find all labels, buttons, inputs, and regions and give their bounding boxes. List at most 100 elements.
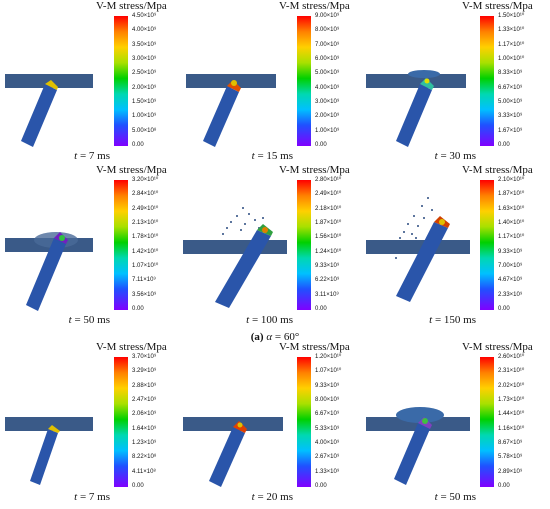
colorbar (114, 357, 128, 487)
colorbar-tick: 1.17×10¹⁰ (498, 234, 525, 241)
colorbar-ticks: 2.80×10¹⁰ 2.49×10¹⁰ 2.18×10¹⁰ 1.87×10¹⁰ … (315, 177, 367, 313)
colorbar-tick: 2.13×10¹⁰ (132, 219, 159, 226)
colorbar-ticks: 3.70×10⁹ 3.29×10⁹ 2.88×10⁹ 2.47×10⁹ 2.06… (132, 354, 184, 490)
colorbar (297, 180, 311, 310)
panel-1: V-M stress/Mpa 4.50×10⁹ 4.00×10⁹ 3.50×10… (0, 0, 183, 168)
colorbar-tick: 2.33×10⁹ (498, 291, 523, 298)
colorbar-tick: 8.67×10⁹ (498, 439, 523, 446)
colorbar-tick: 2.49×10¹⁰ (132, 205, 159, 212)
colorbar (480, 16, 494, 146)
panel-3: V-M stress/Mpa 1.50×10¹⁰ 1.33×10¹⁰ 1.17×… (366, 0, 549, 168)
colorbar-tick: 0.00 (315, 305, 327, 312)
colorbar-tick: 7.11×10⁹ (132, 277, 156, 284)
colorbar-tick: 4.00×10⁹ (315, 84, 340, 91)
figure-caption: (a) α = 60° (250, 331, 300, 343)
colorbar-tick: 3.11×10⁹ (315, 291, 339, 298)
colorbar (114, 16, 128, 146)
colorbar-tick: 4.50×10⁹ (132, 13, 157, 19)
colorbar-title: V-M stress/Mpa (279, 341, 350, 353)
colorbar-tick: 2.47×10⁹ (132, 396, 157, 403)
colorbar-tick: 1.40×10¹⁰ (498, 219, 525, 226)
simulation-image (5, 232, 93, 311)
colorbar-tick: 0.00 (498, 141, 510, 148)
colorbar-tick: 2.88×10⁹ (132, 382, 157, 389)
colorbar-ticks: 2.60×10¹⁰ 2.31×10¹⁰ 2.02×10¹⁰ 1.73×10¹⁰ … (498, 354, 550, 490)
colorbar-ticks: 3.20×10¹⁰ 2.84×10¹⁰ 2.49×10¹⁰ 2.13×10¹⁰ … (132, 177, 184, 313)
time-label: t = 7 ms (74, 150, 110, 162)
colorbar-title: V-M stress/Mpa (462, 164, 533, 176)
colorbar-title: V-M stress/Mpa (96, 341, 167, 353)
colorbar-tick: 0.00 (132, 141, 144, 148)
colorbar-ticks: 9.00×10⁹ 8.00×10⁹ 7.00×10⁹ 6.00×10⁹ 5.00… (315, 13, 367, 149)
colorbar-tick: 1.20×10¹⁰ (315, 354, 342, 360)
colorbar-tick: 3.00×10⁹ (132, 55, 157, 62)
colorbar-tick: 3.70×10⁹ (132, 354, 157, 360)
colorbar-tick: 8.33×10⁹ (498, 70, 523, 77)
colorbar-tick: 3.20×10¹⁰ (132, 177, 159, 183)
colorbar-tick: 8.22×10⁸ (132, 454, 157, 461)
colorbar-tick: 2.67×10⁹ (315, 454, 340, 461)
colorbar-ticks: 2.10×10¹⁰ 1.87×10¹⁰ 1.63×10¹⁰ 1.40×10¹⁰ … (498, 177, 550, 313)
panel-9: V-M stress/Mpa 2.60×10¹⁰ 2.31×10¹⁰ 2.02×… (366, 341, 549, 509)
colorbar-tick: 1.16×10¹⁰ (498, 425, 525, 432)
colorbar-tick: 2.00×10⁹ (315, 113, 340, 120)
time-label: t = 50 ms (434, 491, 476, 503)
colorbar-tick: 3.56×10⁹ (132, 291, 157, 298)
time-label: t = 30 ms (434, 150, 476, 162)
colorbar-tick: 2.49×10¹⁰ (315, 191, 342, 198)
colorbar-tick: 2.10×10¹⁰ (498, 177, 525, 183)
colorbar-tick: 2.89×10⁹ (498, 468, 523, 475)
time-label: t = 20 ms (251, 491, 293, 503)
colorbar-title: V-M stress/Mpa (279, 0, 350, 12)
colorbar-title: V-M stress/Mpa (462, 0, 533, 12)
colorbar-tick: 5.78×10⁹ (498, 454, 523, 461)
simulation-image (5, 417, 93, 485)
colorbar-tick: 2.60×10¹⁰ (498, 354, 525, 360)
colorbar-tick: 1.23×10⁹ (132, 439, 157, 446)
colorbar-tick: 0.00 (132, 305, 144, 312)
simulation-image (183, 417, 283, 487)
colorbar-tick: 1.33×10⁹ (315, 468, 340, 475)
colorbar-tick: 4.11×10⁸ (132, 468, 156, 475)
panel-4: V-M stress/Mpa 3.20×10¹⁰ 2.84×10¹⁰ 2.49×… (0, 164, 183, 332)
panel-8: V-M stress/Mpa 1.20×10¹⁰ 1.07×10¹⁰ 9.33×… (183, 341, 366, 509)
colorbar-title: V-M stress/Mpa (96, 0, 167, 12)
panel-5: V-M stress/Mpa 2.80×10¹⁰ 2.49×10¹⁰ 2.18×… (183, 164, 366, 332)
time-label: t = 100 ms (246, 314, 293, 326)
colorbar-ticks: 1.50×10¹⁰ 1.33×10¹⁰ 1.17×10¹⁰ 1.00×10¹⁰ … (498, 13, 550, 149)
colorbar-tick: 1.50×10¹⁰ (498, 13, 525, 19)
colorbar-tick: 5.00×10⁹ (498, 98, 523, 105)
colorbar-tick: 2.50×10⁹ (132, 70, 157, 77)
colorbar-tick: 7.00×10⁹ (498, 262, 523, 269)
colorbar-tick: 5.00×10⁸ (132, 127, 157, 134)
colorbar-tick: 5.00×10⁹ (315, 70, 340, 77)
colorbar-tick: 8.00×10⁹ (315, 396, 340, 403)
colorbar-tick: 1.24×10¹⁰ (315, 248, 342, 255)
colorbar-title: V-M stress/Mpa (96, 164, 167, 176)
colorbar-tick: 1.07×10¹⁰ (315, 368, 342, 375)
simulation-image (186, 74, 276, 147)
colorbar-tick: 4.67×10⁹ (498, 277, 523, 284)
colorbar-tick: 9.33×10⁹ (498, 248, 523, 255)
simulation-image (183, 207, 287, 308)
colorbar-tick: 2.84×10¹⁰ (132, 191, 159, 198)
simulation-image (366, 70, 466, 147)
panel-2: V-M stress/Mpa 9.00×10⁹ 8.00×10⁹ 7.00×10… (183, 0, 366, 168)
colorbar-tick: 2.31×10¹⁰ (498, 368, 525, 375)
colorbar-tick: 3.33×10⁹ (498, 113, 523, 120)
simulation-image (5, 74, 93, 147)
simulation-image (366, 407, 470, 485)
colorbar-tick: 6.00×10⁹ (315, 55, 340, 62)
colorbar-tick: 2.80×10¹⁰ (315, 177, 342, 183)
colorbar (297, 16, 311, 146)
colorbar-tick: 4.00×10⁹ (315, 439, 340, 446)
colorbar-tick: 1.87×10¹⁰ (315, 219, 342, 226)
panel-6: V-M stress/Mpa 2.10×10¹⁰ 1.87×10¹⁰ 1.63×… (366, 164, 549, 332)
colorbar-tick: 7.00×10⁹ (315, 41, 340, 48)
colorbar-tick: 9.33×10⁹ (315, 262, 340, 269)
colorbar-ticks: 1.20×10¹⁰ 1.07×10¹⁰ 9.33×10⁹ 8.00×10⁹ 6.… (315, 354, 367, 490)
colorbar-tick: 2.00×10⁹ (132, 84, 157, 91)
colorbar-tick: 1.67×10⁹ (498, 127, 523, 134)
colorbar-title: V-M stress/Mpa (279, 164, 350, 176)
colorbar (480, 357, 494, 487)
